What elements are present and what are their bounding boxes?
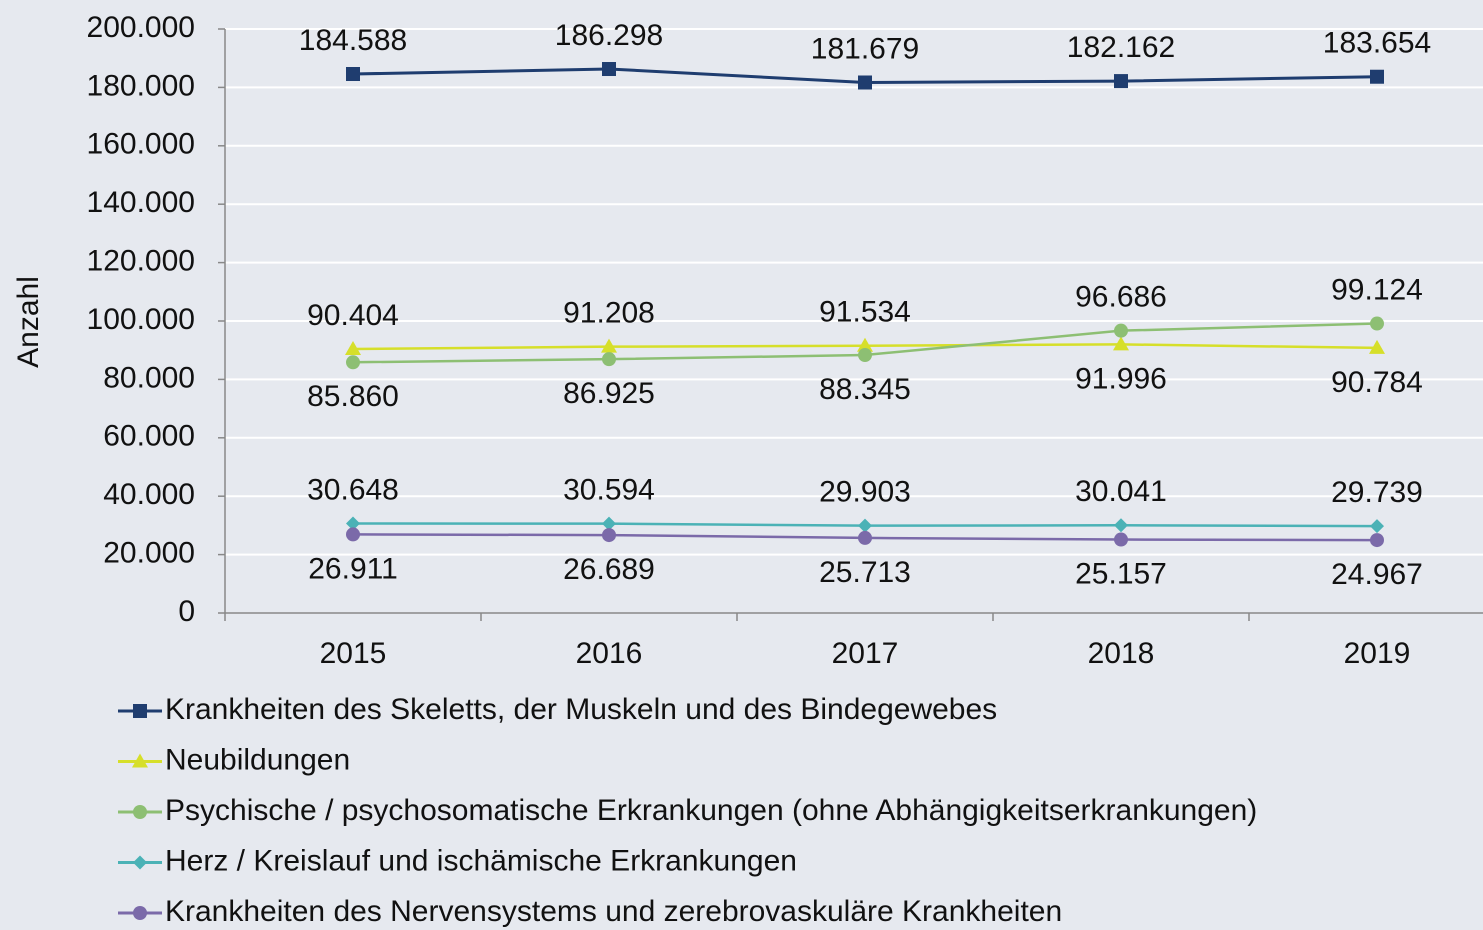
data-label: 88.345 [819,373,911,406]
data-label: 25.713 [819,556,911,589]
data-point [346,67,360,82]
legend-marker [133,704,147,718]
legend-label: Herz / Kreislauf und ischämische Erkrank… [165,844,797,877]
data-label: 184.588 [299,24,407,57]
x-tick-label: 2017 [832,637,899,670]
data-label: 99.124 [1331,273,1423,306]
data-label: 29.739 [1331,476,1423,509]
data-label: 96.686 [1075,281,1167,314]
data-point [1370,316,1384,331]
y-tick-label: 140.000 [87,186,195,219]
y-axis-label: Anzahl [12,276,45,368]
y-tick-label: 200.000 [87,11,195,44]
y-tick-label: 180.000 [87,69,195,102]
data-label: 91.534 [819,296,911,329]
data-label: 86.925 [563,377,655,410]
data-label: 181.679 [811,32,919,65]
x-tick-label: 2016 [576,637,643,670]
data-point [1113,336,1129,351]
legend-marker [133,805,147,819]
data-label: 30.041 [1075,475,1167,508]
data-point [602,62,616,77]
legend-label: Krankheiten des Nervensystems und zerebr… [165,895,1062,928]
data-label: 91.996 [1075,362,1167,395]
y-tick-label: 40.000 [103,478,195,511]
data-label: 25.157 [1075,557,1167,590]
x-tick-label: 2019 [1344,637,1411,670]
y-tick-label: 160.000 [87,128,195,161]
data-label: 85.860 [307,380,399,413]
data-point [1114,532,1128,547]
legend-marker [133,855,147,870]
data-label: 24.967 [1331,558,1423,591]
data-label: 90.404 [307,299,399,332]
data-point [345,341,361,356]
data-label: 26.689 [563,553,655,586]
data-point [858,518,872,533]
x-tick-label: 2015 [320,637,387,670]
data-point [1370,519,1384,534]
data-point [1114,323,1128,338]
legend-label: Neubildungen [165,743,350,776]
data-point [1114,518,1128,533]
data-point [602,516,616,531]
data-point [602,352,616,367]
data-label: 30.594 [563,474,655,507]
y-tick-label: 120.000 [87,245,195,278]
data-label: 183.654 [1323,27,1431,60]
legend-marker [133,906,147,920]
y-tick-label: 0 [178,595,195,628]
y-tick-label: 100.000 [87,303,195,336]
data-label: 182.162 [1067,31,1175,64]
data-point [1370,69,1384,84]
data-label: 186.298 [555,19,663,52]
data-point [601,338,617,353]
data-point [1369,339,1385,354]
data-point [858,348,872,363]
data-point [858,530,872,545]
legend-marker [132,753,148,768]
y-tick-label: 60.000 [103,420,195,453]
y-tick-label: 20.000 [103,537,195,570]
x-tick-label: 2018 [1088,637,1155,670]
legend-label: Psychische / psychosomatische Erkrankung… [165,794,1257,827]
data-point [857,337,873,352]
data-point [1114,74,1128,89]
data-point [346,516,360,531]
data-label: 90.784 [1331,366,1423,399]
data-point [602,528,616,543]
data-point [346,527,360,542]
y-tick-label: 80.000 [103,361,195,394]
data-label: 29.903 [819,476,911,509]
data-point [1370,533,1384,548]
data-label: 91.208 [563,297,655,330]
data-point [346,355,360,370]
data-label: 26.911 [308,552,398,585]
legend-label: Krankheiten des Skeletts, der Muskeln un… [165,693,997,726]
data-point [858,75,872,90]
data-label: 30.648 [307,473,399,506]
